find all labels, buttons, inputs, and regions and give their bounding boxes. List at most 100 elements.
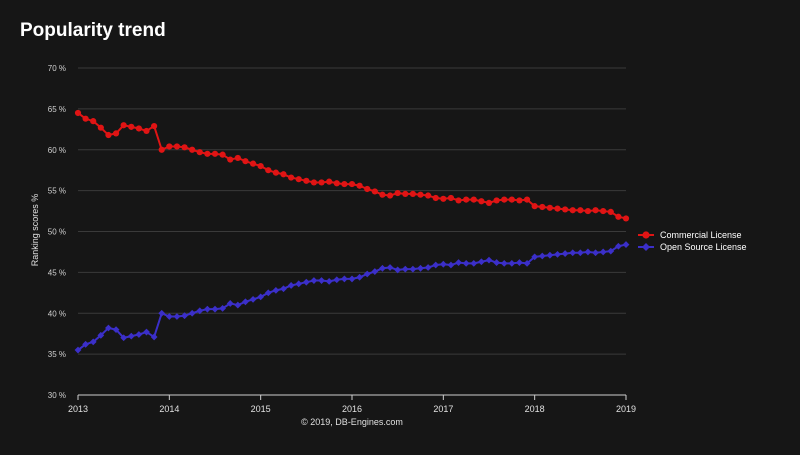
data-point-open-source[interactable] xyxy=(554,250,561,258)
data-point-commercial[interactable] xyxy=(539,203,546,211)
data-point-commercial[interactable] xyxy=(219,151,226,158)
data-point-commercial[interactable] xyxy=(158,146,165,153)
data-point-commercial[interactable] xyxy=(455,197,462,204)
data-point-open-source[interactable] xyxy=(203,305,211,313)
data-point-open-source[interactable] xyxy=(439,260,447,268)
data-point-commercial[interactable] xyxy=(371,188,378,195)
data-point-commercial[interactable] xyxy=(82,115,89,122)
data-point-commercial[interactable] xyxy=(265,167,272,174)
data-point-commercial[interactable] xyxy=(234,154,241,162)
data-point-open-source[interactable] xyxy=(599,248,607,256)
data-point-open-source[interactable] xyxy=(112,326,120,333)
data-point-open-source[interactable] xyxy=(561,250,569,257)
data-point-commercial[interactable] xyxy=(310,179,318,186)
data-point-commercial[interactable] xyxy=(569,207,576,214)
data-point-open-source[interactable] xyxy=(485,256,493,264)
data-point-commercial[interactable] xyxy=(189,146,196,153)
data-point-open-source[interactable] xyxy=(447,261,455,269)
data-point-open-source[interactable] xyxy=(219,304,227,312)
data-point-open-source[interactable] xyxy=(493,259,501,266)
data-point-open-source[interactable] xyxy=(242,298,249,306)
data-point-open-source[interactable] xyxy=(523,259,531,267)
data-point-commercial[interactable] xyxy=(531,203,538,210)
data-point-commercial[interactable] xyxy=(280,171,287,178)
data-point-open-source[interactable] xyxy=(394,266,402,274)
data-point-open-source[interactable] xyxy=(280,285,287,293)
data-point-open-source[interactable] xyxy=(409,265,417,273)
data-point-commercial[interactable] xyxy=(409,190,416,197)
data-point-open-source[interactable] xyxy=(143,328,150,336)
data-point-commercial[interactable] xyxy=(447,194,455,202)
data-point-commercial[interactable] xyxy=(166,143,173,150)
data-point-commercial[interactable] xyxy=(112,130,120,137)
data-point-open-source[interactable] xyxy=(295,280,303,288)
data-point-open-source[interactable] xyxy=(424,264,432,271)
legend-item-commercial[interactable]: Commercial License xyxy=(638,230,742,240)
data-point-commercial[interactable] xyxy=(143,127,150,135)
data-point-commercial[interactable] xyxy=(516,197,523,204)
data-point-open-source[interactable] xyxy=(234,301,242,309)
data-point-commercial[interactable] xyxy=(463,196,470,203)
data-point-open-source[interactable] xyxy=(386,264,394,271)
data-point-open-source[interactable] xyxy=(356,273,364,281)
data-point-commercial[interactable] xyxy=(128,123,135,130)
data-point-open-source[interactable] xyxy=(257,293,265,301)
data-point-open-source[interactable] xyxy=(264,289,272,297)
chart-credit[interactable]: © 2019, DB-Engines.com xyxy=(301,417,403,427)
data-point-open-source[interactable] xyxy=(310,277,318,284)
data-point-open-source[interactable] xyxy=(417,264,424,272)
data-point-commercial[interactable] xyxy=(151,122,158,130)
data-point-open-source[interactable] xyxy=(226,300,234,307)
data-point-commercial[interactable] xyxy=(242,158,249,165)
data-point-commercial[interactable] xyxy=(227,156,234,163)
data-point-commercial[interactable] xyxy=(425,192,432,199)
data-point-commercial[interactable] xyxy=(432,194,439,202)
data-point-open-source[interactable] xyxy=(576,249,584,257)
data-point-open-source[interactable] xyxy=(127,332,135,340)
data-point-commercial[interactable] xyxy=(204,150,211,157)
data-point-open-source[interactable] xyxy=(181,312,188,320)
data-point-commercial[interactable] xyxy=(523,196,531,203)
data-point-open-source[interactable] xyxy=(105,324,112,332)
data-point-commercial[interactable] xyxy=(173,143,181,150)
data-point-commercial[interactable] xyxy=(196,149,203,156)
data-point-commercial[interactable] xyxy=(470,196,477,203)
data-point-open-source[interactable] xyxy=(340,275,348,283)
data-point-commercial[interactable] xyxy=(249,160,257,167)
data-point-commercial[interactable] xyxy=(600,207,607,215)
data-point-commercial[interactable] xyxy=(74,109,82,117)
data-point-commercial[interactable] xyxy=(97,124,104,131)
data-point-open-source[interactable] xyxy=(173,313,181,320)
data-point-commercial[interactable] xyxy=(364,185,371,193)
data-point-commercial[interactable] xyxy=(348,180,356,188)
data-point-commercial[interactable] xyxy=(546,204,553,211)
data-point-commercial[interactable] xyxy=(288,174,295,181)
data-point-open-source[interactable] xyxy=(74,346,82,354)
data-point-commercial[interactable] xyxy=(394,189,401,197)
data-point-open-source[interactable] xyxy=(569,249,577,257)
data-point-open-source[interactable] xyxy=(470,259,478,267)
data-point-open-source[interactable] xyxy=(462,259,470,267)
data-point-open-source[interactable] xyxy=(614,242,622,250)
data-point-open-source[interactable] xyxy=(188,309,196,317)
data-point-commercial[interactable] xyxy=(577,207,584,214)
data-point-commercial[interactable] xyxy=(257,163,264,170)
data-point-open-source[interactable] xyxy=(333,276,341,284)
data-point-commercial[interactable] xyxy=(508,196,515,203)
data-point-commercial[interactable] xyxy=(333,180,340,187)
data-point-commercial[interactable] xyxy=(402,190,409,197)
data-point-open-source[interactable] xyxy=(82,340,90,348)
data-point-open-source[interactable] xyxy=(371,268,379,275)
data-point-commercial[interactable] xyxy=(356,182,363,189)
data-point-commercial[interactable] xyxy=(493,197,500,204)
data-point-commercial[interactable] xyxy=(440,195,447,202)
data-point-commercial[interactable] xyxy=(318,179,325,186)
data-point-open-source[interactable] xyxy=(508,259,516,267)
data-point-open-source[interactable] xyxy=(302,278,310,286)
data-point-open-source[interactable] xyxy=(287,282,295,289)
data-point-commercial[interactable] xyxy=(584,207,592,215)
data-point-open-source[interactable] xyxy=(165,313,173,320)
data-point-open-source[interactable] xyxy=(432,261,440,269)
data-point-commercial[interactable] xyxy=(386,192,394,199)
data-point-commercial[interactable] xyxy=(607,208,614,215)
